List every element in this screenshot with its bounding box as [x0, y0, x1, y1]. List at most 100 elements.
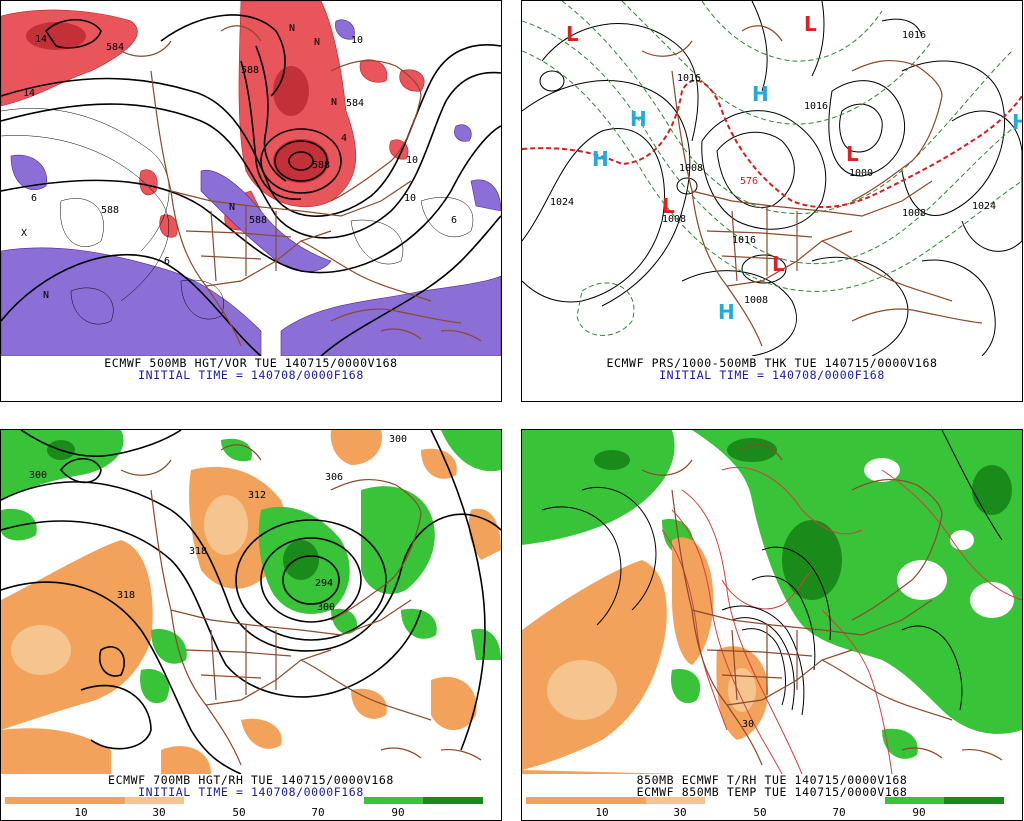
map-title: 850MB ECMWF T/RH TUE 140715/0000V168: [636, 773, 908, 787]
political-borders: [120, 444, 482, 766]
scale-tick-label: 90: [912, 806, 926, 819]
low-center: L: [846, 142, 859, 166]
contour-label: 10: [406, 155, 418, 166]
contour-label: 6: [164, 256, 170, 267]
scale-swatch: [5, 797, 65, 804]
scale-swatch: [705, 797, 765, 804]
contour-label: 588: [249, 215, 267, 226]
contour-label: 584: [106, 42, 124, 53]
high-center: H: [592, 147, 609, 171]
scale-tick-label: 30: [152, 806, 166, 819]
initial-time: INITIAL TIME = 140708/0000F168: [138, 785, 364, 799]
contour-label: 10: [404, 193, 416, 204]
low-center: L: [804, 12, 817, 36]
isobar-label: 1016: [804, 101, 828, 112]
isobar-label: 1008: [662, 214, 686, 225]
contour-label: 300: [389, 434, 407, 445]
contour-label: 306: [325, 472, 343, 483]
dry-areas: [1, 430, 501, 774]
scale-ticks: 10 30 50 70 90: [1, 806, 501, 819]
scale-swatch: [423, 797, 483, 804]
contour-label: 318: [117, 590, 135, 601]
initial-time: INITIAL TIME = 140708/0000F168: [659, 368, 885, 382]
scale-tick-label: 90: [391, 806, 405, 819]
rh-color-scale: [526, 797, 1004, 804]
contour-label: 312: [248, 490, 266, 501]
contour-label: 10: [351, 35, 363, 46]
contour-label: 588: [312, 160, 330, 171]
rh-color-scale: [5, 797, 483, 804]
isobar-label: 1016: [677, 73, 701, 84]
panel-pressure-thickness: 1024 1024 1016 1016 1008 1008 1000 1008 …: [521, 0, 1023, 402]
low-center: L: [772, 252, 785, 276]
scale-tick-label: 30: [673, 806, 687, 819]
contour-label: 14: [23, 88, 35, 99]
high-center: H: [752, 82, 769, 106]
high-center: H: [630, 107, 647, 131]
scale-tick-label: 50: [753, 806, 767, 819]
isobar-label: 1016: [902, 30, 926, 41]
contour-label: 294: [315, 578, 333, 589]
thickness-label: 576: [740, 176, 758, 187]
humidity-map: 300 300 306 312 318 318 294 300: [1, 430, 501, 774]
scale-tick-label: 70: [311, 806, 325, 819]
temperature-humidity-map: 30: [522, 430, 1022, 774]
contour-label: N: [314, 37, 320, 48]
high-center: H: [718, 300, 735, 324]
low-center: L: [662, 194, 675, 218]
scale-tick-label: 50: [232, 806, 246, 819]
isobar-label: 1008: [744, 295, 768, 306]
contour-label: 300: [29, 470, 47, 481]
political-borders: [120, 25, 482, 347]
scale-tick-label: 70: [832, 806, 846, 819]
map-title: ECMWF PRS/1000-500MB THK TUE 140715/0000…: [606, 356, 938, 370]
contour-label: 30: [742, 719, 754, 730]
scale-swatch: [944, 797, 1004, 804]
contour-label: 318: [189, 546, 207, 557]
high-center: H: [1012, 110, 1022, 134]
scale-swatch: [244, 797, 304, 804]
panel-850mb-temp-rh: 30 850MB ECMWF T/RH TUE 140715/0000V168 …: [521, 429, 1023, 821]
scale-swatch: [303, 797, 364, 804]
contour-label: 300: [317, 602, 335, 613]
negative-vorticity-areas: [1, 19, 501, 356]
low-center: L: [566, 22, 579, 46]
scale-swatch: [124, 797, 185, 804]
map-subtitle: ECMWF 850MB TEMP TUE 140715/0000V168: [636, 785, 908, 799]
isobar-label: 1008: [679, 163, 703, 174]
political-borders: [641, 444, 1003, 766]
vorticity-map: 584 588 588 588 584 588 14 14 10 10 6 6 …: [1, 1, 501, 356]
temperature-contours: [541, 430, 1022, 774]
isobar-label: 1024: [972, 201, 996, 212]
scale-tick-label: 10: [74, 806, 88, 819]
scale-swatch: [824, 797, 885, 804]
scale-swatch: [184, 797, 244, 804]
panel-700mb-hgt-rh: 300 300 306 312 318 318 294 300 ECMWF 70…: [0, 429, 502, 821]
contour-label: N: [229, 202, 235, 213]
scale-swatch: [64, 797, 125, 804]
contour-label: 14: [35, 34, 47, 45]
scale-swatch: [765, 797, 825, 804]
panel-500mb-hgt-vor: 584 588 588 588 584 588 14 14 10 10 6 6 …: [0, 0, 502, 402]
contour-label: N: [43, 290, 49, 301]
isobar-label: 1008: [902, 208, 926, 219]
pressure-map: 1024 1024 1016 1016 1008 1008 1000 1008 …: [522, 1, 1022, 356]
map-title: ECMWF 500MB HGT/VOR TUE 140715/0000V168: [104, 356, 398, 370]
scale-swatch: [526, 797, 586, 804]
contour-label: 584: [346, 98, 364, 109]
contour-label: 6: [31, 193, 37, 204]
contour-label: 6: [451, 215, 457, 226]
contour-label: N: [331, 97, 337, 108]
contour-label: 588: [241, 65, 259, 76]
scale-ticks: 10 30 50 70 90: [522, 806, 1022, 819]
scale-swatch: [585, 797, 646, 804]
map-title: ECMWF 700MB HGT/RH TUE 140715/0000V168: [108, 773, 394, 787]
isobar-label: 1024: [550, 197, 574, 208]
initial-time: INITIAL TIME = 140708/0000F168: [138, 368, 364, 382]
contour-label: 588: [101, 205, 119, 216]
scale-swatch: [363, 797, 424, 804]
pressure-centers: L L L L L H H H H H: [566, 12, 1022, 324]
scale-swatch: [884, 797, 945, 804]
isobar-label: 1000: [849, 168, 873, 179]
scale-tick-label: 10: [595, 806, 609, 819]
